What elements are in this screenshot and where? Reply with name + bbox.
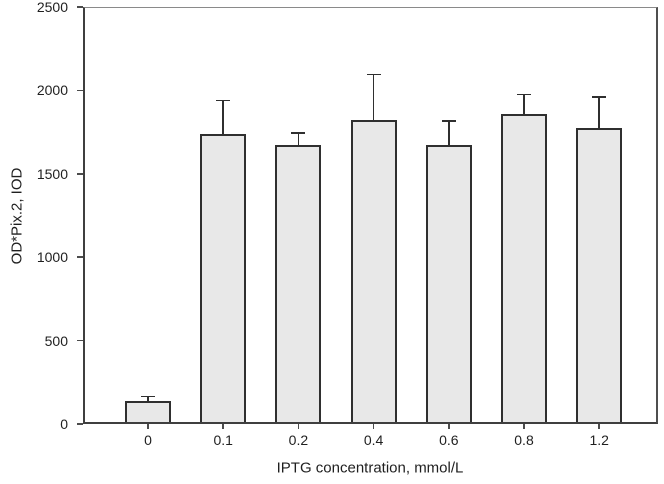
error-bar-cap: [366, 73, 381, 76]
bar: [125, 400, 171, 424]
x-tick: [147, 424, 149, 429]
error-bar-cap: [216, 99, 231, 102]
error-bar-cap: [141, 395, 155, 398]
bar: [501, 113, 547, 424]
x-axis-title: IPTG concentration, mmol/L: [276, 459, 464, 477]
y-tick: [77, 256, 83, 258]
error-bar-stem: [222, 99, 224, 134]
y-tick-label: 1000: [36, 249, 68, 266]
x-tick: [448, 424, 450, 429]
y-tick-label: 1500: [36, 165, 68, 182]
bar: [576, 127, 623, 424]
error-bar-cap: [291, 132, 306, 134]
bar: [425, 145, 472, 424]
bar: [275, 144, 322, 424]
y-tick: [77, 6, 83, 8]
x-tick-label: 1.2: [589, 432, 609, 448]
y-tick-label: 2500: [36, 0, 68, 15]
y-tick: [77, 423, 83, 425]
error-bar-stem: [448, 120, 450, 146]
error-bar-cap: [592, 96, 607, 98]
plot-area: [83, 7, 658, 424]
x-tick: [523, 424, 525, 429]
x-tick-label: 0.1: [213, 432, 233, 448]
x-tick: [372, 424, 375, 429]
x-tick-label: 0.4: [363, 432, 384, 448]
x-tick-label: 0: [144, 432, 152, 448]
bar: [200, 133, 247, 424]
error-bar-stem: [523, 93, 525, 114]
error-bar-stem: [372, 73, 375, 120]
error-bar-stem: [598, 96, 600, 128]
error-bar-cap: [441, 120, 456, 122]
y-tick-label: 2000: [36, 82, 68, 99]
x-tick-label: 0.8: [514, 432, 534, 448]
y-tick: [77, 339, 83, 342]
x-tick: [222, 424, 224, 429]
error-bar-stem: [297, 132, 300, 145]
y-tick: [77, 173, 83, 175]
error-bar-stem: [147, 395, 149, 401]
error-bar-cap: [517, 93, 531, 96]
x-tick: [598, 424, 600, 429]
y-tick-label: 0: [60, 416, 68, 432]
x-tick-label: 0.2: [288, 432, 309, 448]
x-tick: [297, 424, 300, 429]
bar: [350, 119, 397, 424]
y-tick-label: 500: [44, 332, 68, 349]
y-tick: [77, 89, 83, 92]
x-tick-label: 0.6: [439, 432, 459, 448]
